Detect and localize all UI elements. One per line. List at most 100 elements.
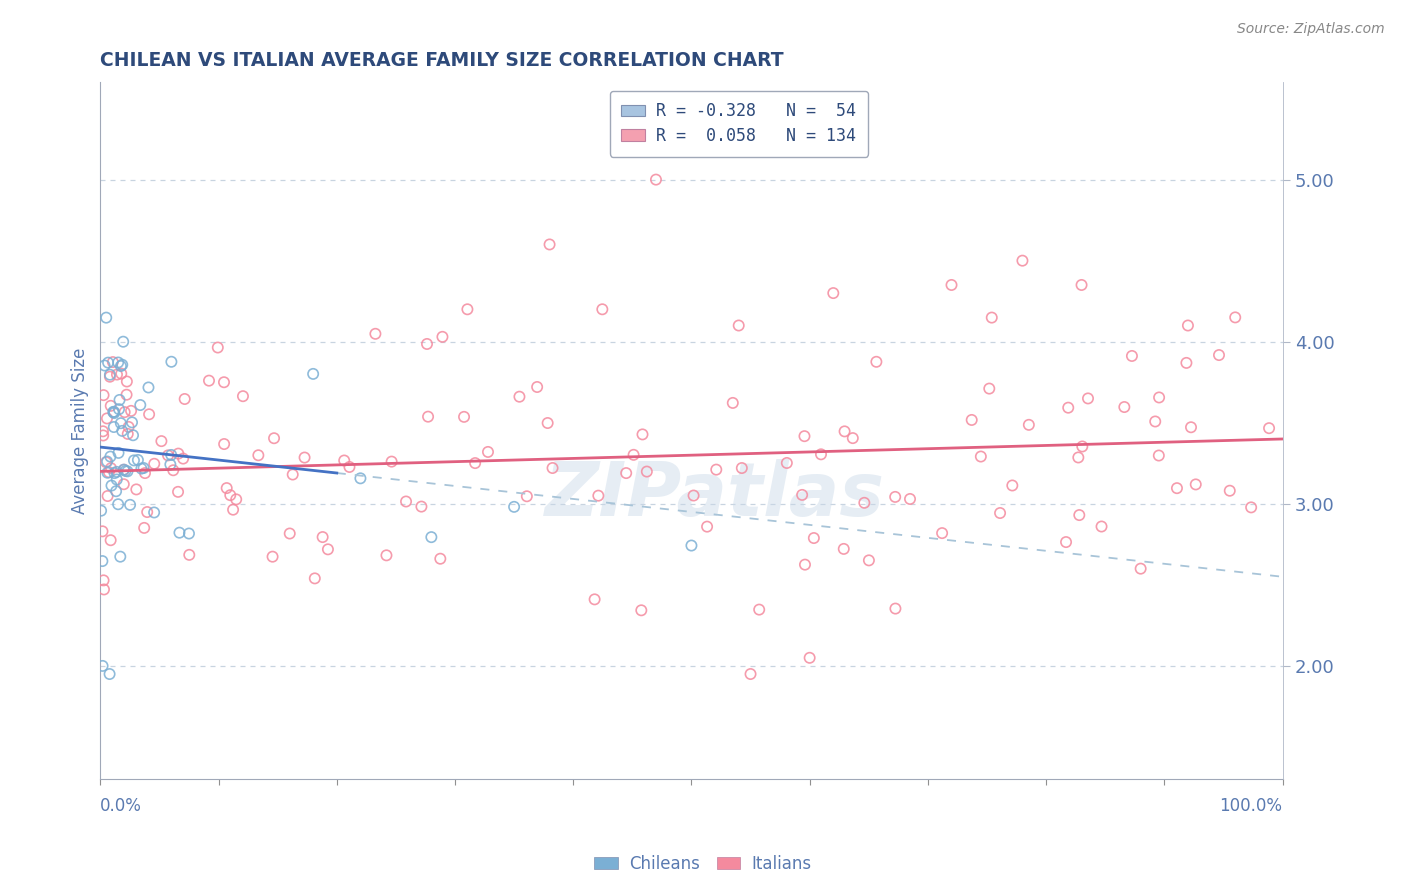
- Point: [630, 603, 652, 617]
- Point: [125, 483, 148, 497]
- Point: [157, 449, 180, 463]
- Point: [456, 302, 478, 317]
- Point: [884, 601, 907, 615]
- Point: [159, 458, 181, 472]
- Point: [219, 488, 242, 502]
- Point: [115, 388, 138, 402]
- Point: [1180, 420, 1202, 434]
- Point: [105, 473, 128, 487]
- Point: [100, 450, 122, 464]
- Point: [120, 498, 142, 512]
- Point: [91, 524, 114, 539]
- Point: [432, 330, 454, 344]
- Point: [278, 526, 301, 541]
- Text: Source: ZipAtlas.com: Source: ZipAtlas.com: [1237, 22, 1385, 37]
- Point: [591, 302, 613, 317]
- Point: [103, 405, 125, 419]
- Point: [107, 497, 129, 511]
- Point: [416, 337, 439, 351]
- Point: [884, 490, 907, 504]
- Point: [1258, 421, 1281, 435]
- Point: [508, 390, 530, 404]
- Point: [98, 368, 121, 382]
- Point: [1175, 356, 1198, 370]
- Point: [1184, 477, 1206, 491]
- Point: [91, 425, 114, 439]
- Point: [177, 526, 200, 541]
- Point: [477, 445, 499, 459]
- Point: [794, 558, 817, 572]
- Point: [173, 392, 195, 406]
- Point: [304, 571, 326, 585]
- Point: [1069, 508, 1091, 522]
- Point: [420, 530, 443, 544]
- Point: [395, 494, 418, 508]
- Point: [263, 431, 285, 445]
- Point: [537, 416, 560, 430]
- Point: [117, 464, 139, 478]
- Point: [865, 355, 887, 369]
- Point: [1018, 417, 1040, 432]
- Point: [225, 492, 247, 507]
- Point: [247, 448, 270, 462]
- Point: [853, 496, 876, 510]
- Point: [979, 382, 1001, 396]
- Point: [103, 406, 125, 420]
- Point: [810, 447, 832, 461]
- Point: [727, 318, 749, 333]
- Point: [107, 355, 129, 369]
- Point: [112, 463, 135, 477]
- Point: [333, 453, 356, 467]
- Point: [198, 374, 221, 388]
- Point: [1067, 450, 1090, 465]
- Point: [311, 530, 333, 544]
- Point: [1070, 277, 1092, 292]
- Point: [114, 464, 136, 478]
- Point: [583, 592, 606, 607]
- Point: [122, 453, 145, 467]
- Point: [96, 454, 118, 468]
- Point: [832, 541, 855, 556]
- Point: [232, 389, 254, 403]
- Point: [100, 461, 122, 475]
- Point: [793, 429, 815, 443]
- Point: [91, 554, 114, 568]
- Point: [898, 491, 921, 506]
- Point: [134, 521, 156, 535]
- Point: [381, 454, 404, 468]
- Point: [98, 667, 121, 681]
- Point: [704, 462, 727, 476]
- Point: [93, 582, 115, 597]
- Point: [212, 437, 235, 451]
- Point: [1208, 348, 1230, 362]
- Point: [721, 396, 744, 410]
- Point: [98, 369, 121, 384]
- Point: [1054, 535, 1077, 549]
- Point: [858, 553, 880, 567]
- Point: [1225, 310, 1247, 325]
- Point: [1147, 391, 1170, 405]
- Point: [121, 416, 143, 430]
- Point: [1077, 392, 1099, 406]
- Point: [364, 326, 387, 341]
- Point: [538, 237, 561, 252]
- Point: [115, 375, 138, 389]
- Point: [1144, 415, 1167, 429]
- Point: [138, 380, 160, 394]
- Point: [1219, 483, 1241, 498]
- Point: [776, 456, 799, 470]
- Point: [262, 549, 284, 564]
- Point: [105, 368, 128, 382]
- Legend: R = -0.328   N =  54, R =  0.058   N = 134: R = -0.328 N = 54, R = 0.058 N = 134: [610, 91, 868, 157]
- Point: [103, 405, 125, 419]
- Point: [316, 542, 339, 557]
- Point: [215, 481, 238, 495]
- Point: [143, 506, 166, 520]
- Point: [114, 405, 136, 419]
- Text: 100.0%: 100.0%: [1219, 797, 1282, 814]
- Point: [91, 659, 114, 673]
- Point: [931, 526, 953, 541]
- Point: [464, 456, 486, 470]
- Point: [681, 539, 703, 553]
- Point: [696, 519, 718, 533]
